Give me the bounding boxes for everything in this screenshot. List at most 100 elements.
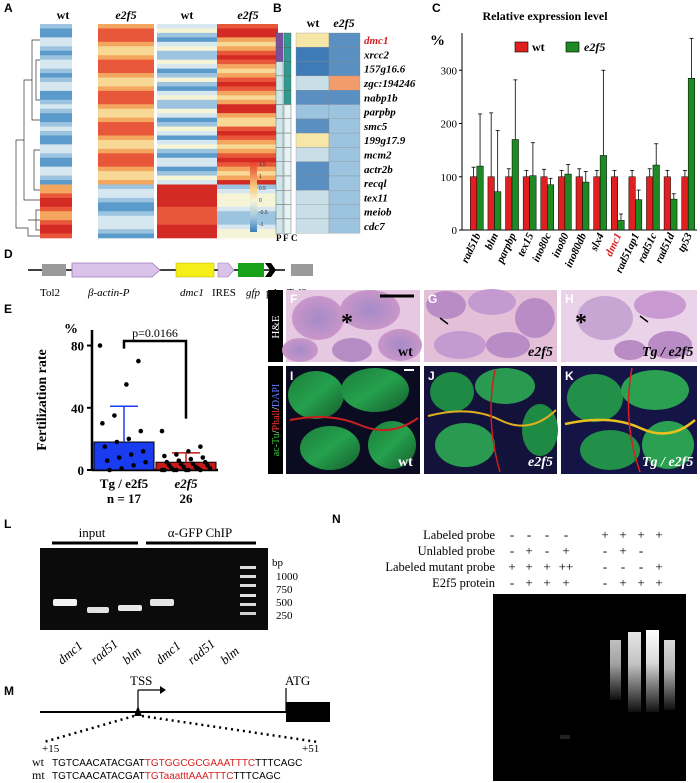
bar-e2f5-tp53	[687, 78, 695, 231]
heatmap-a-cell	[40, 131, 72, 136]
heatmap-a-cell	[98, 64, 154, 69]
atg-box	[286, 702, 330, 722]
heatmap-a-cell	[217, 28, 278, 34]
heatmap-a-cell	[217, 77, 278, 83]
heatmap-b-side-p: P	[276, 233, 282, 243]
fert-point	[100, 421, 105, 426]
emsa-sign: ++	[559, 559, 574, 574]
chart-c-ytick-label: 0	[452, 225, 458, 237]
heatmap-b-side-c: C	[291, 233, 298, 243]
image-f-asterisk: *	[341, 310, 353, 336]
heatmap-a-cell	[40, 184, 72, 190]
heatmap-a-cell	[40, 95, 72, 101]
bar-wt-rad51c	[646, 176, 654, 231]
heatmap-a-cell	[217, 99, 278, 105]
panel-label-l: L	[4, 517, 11, 531]
heatmap-a-col-2: e2f5	[115, 8, 136, 22]
heatmap-a-cell	[157, 175, 217, 181]
image-i	[286, 366, 420, 474]
bar-e2f5-tex15	[529, 175, 537, 231]
heatmap-a-dendrogram	[15, 39, 40, 237]
heatmap-a-cell	[157, 153, 217, 159]
heatmap-a-cell	[98, 86, 154, 92]
seq-mt-site: TGTaaatttAAATTTC	[145, 771, 234, 782]
heatmap-a-cell	[217, 211, 278, 217]
heatmap-a-cell	[217, 32, 278, 38]
if-side-slash-1: /	[271, 430, 282, 433]
heatmap-a-cell	[40, 77, 72, 83]
gene-label-4: nabp1b	[364, 92, 398, 104]
heatmap-a-cell	[40, 122, 72, 127]
emsa-sign: -	[510, 543, 514, 558]
scale-tick-5: -0.5	[259, 210, 268, 216]
heatmap-a-cell	[40, 90, 72, 96]
heatmap-a-cell	[40, 117, 72, 123]
heatmap-b-side-cell	[275, 75, 284, 91]
heatmap-a-cell	[98, 68, 154, 74]
bar-wt-rad51b	[470, 176, 478, 231]
heatmap-a-cell	[40, 148, 72, 154]
heatmap-b-side-cell	[275, 147, 284, 162]
if-side-label: ac-Tu/Phall/DAPI	[271, 384, 282, 456]
heatmap-a-cell	[98, 144, 154, 150]
fert-point	[174, 467, 179, 473]
panel-label-e: E	[4, 302, 12, 316]
heatmap-a-cell	[157, 220, 217, 225]
heatmap-a-cell	[217, 113, 278, 118]
fert-point	[202, 459, 208, 465]
fert-point	[205, 463, 210, 468]
heatmap-a-cell	[217, 81, 278, 87]
heatmap-a-cell	[157, 122, 217, 127]
heatmap-a-cell	[217, 139, 278, 145]
gene-label-3: zgc:194246	[363, 78, 416, 90]
heatmap-b-col-1: wt	[307, 16, 320, 30]
heatmap-a-cell	[40, 206, 72, 212]
construct-d: Tol2 β-actin-P dmc1 IRES gfp pA Tol2	[28, 262, 313, 299]
heatmap-a-cell	[217, 148, 278, 154]
heatmap-a-cell	[40, 193, 72, 199]
image-f-label: wt	[398, 345, 413, 360]
heatmap-a-cell	[98, 220, 154, 225]
bar-wt-ino80	[558, 176, 566, 231]
emsa-row-4: E2f5 protein	[432, 576, 496, 590]
fert-ytick-label: 40	[71, 401, 84, 416]
emsa-row-3: Labeled mutant probe	[385, 560, 495, 574]
heatmap-a-cell	[40, 135, 72, 141]
heatmap-a-cell	[157, 211, 217, 217]
gel-lane-4: dmc1	[152, 638, 183, 668]
heatmap-a-cell	[157, 131, 217, 136]
fert-ytick-label: 80	[71, 339, 84, 354]
heatmap-a-cell	[157, 229, 217, 234]
heatmap-a-cell	[157, 180, 217, 185]
heatmap-a-cell	[40, 99, 72, 105]
fert-point	[126, 436, 132, 442]
construct-label-promoter: β-actin-P	[87, 287, 130, 299]
emsa-sign: -	[510, 575, 514, 590]
bar-wt-tp53	[681, 176, 689, 231]
heatmap-a-cell	[98, 117, 154, 123]
bar-e2f5-rad51b	[476, 165, 484, 231]
heatmap-a-cell	[157, 162, 217, 167]
heatmap-a-cell	[40, 197, 72, 203]
heatmap-a-cell	[40, 202, 72, 208]
heatmap-a-cell	[157, 144, 217, 150]
seq-wt-pre: TGTCAACATACGAT	[52, 758, 145, 769]
heatmap-a-cell	[98, 171, 154, 176]
emsa-sign: -	[603, 575, 607, 590]
heatmap-a-cell	[157, 104, 217, 110]
heatmap-b-side-cell	[283, 104, 292, 120]
heatmap-a-cell	[217, 175, 278, 181]
emsa-sign: +	[543, 559, 550, 574]
heatmap-a-cell	[98, 77, 154, 83]
heatmap-a-cell	[217, 41, 278, 47]
fert-point	[136, 358, 141, 364]
gene-label-0: dmc1	[364, 35, 388, 47]
gene-label-1: xrcc2	[363, 49, 390, 61]
bar-e2f5-parpbp	[511, 139, 519, 231]
heatmap-b-col-2: e2f5	[333, 16, 354, 30]
heatmap-a-cell	[217, 153, 278, 159]
heatmap-b-side-cell	[275, 47, 284, 62]
heatmap-a-cell	[217, 180, 278, 185]
seq-end: +51	[302, 743, 319, 755]
